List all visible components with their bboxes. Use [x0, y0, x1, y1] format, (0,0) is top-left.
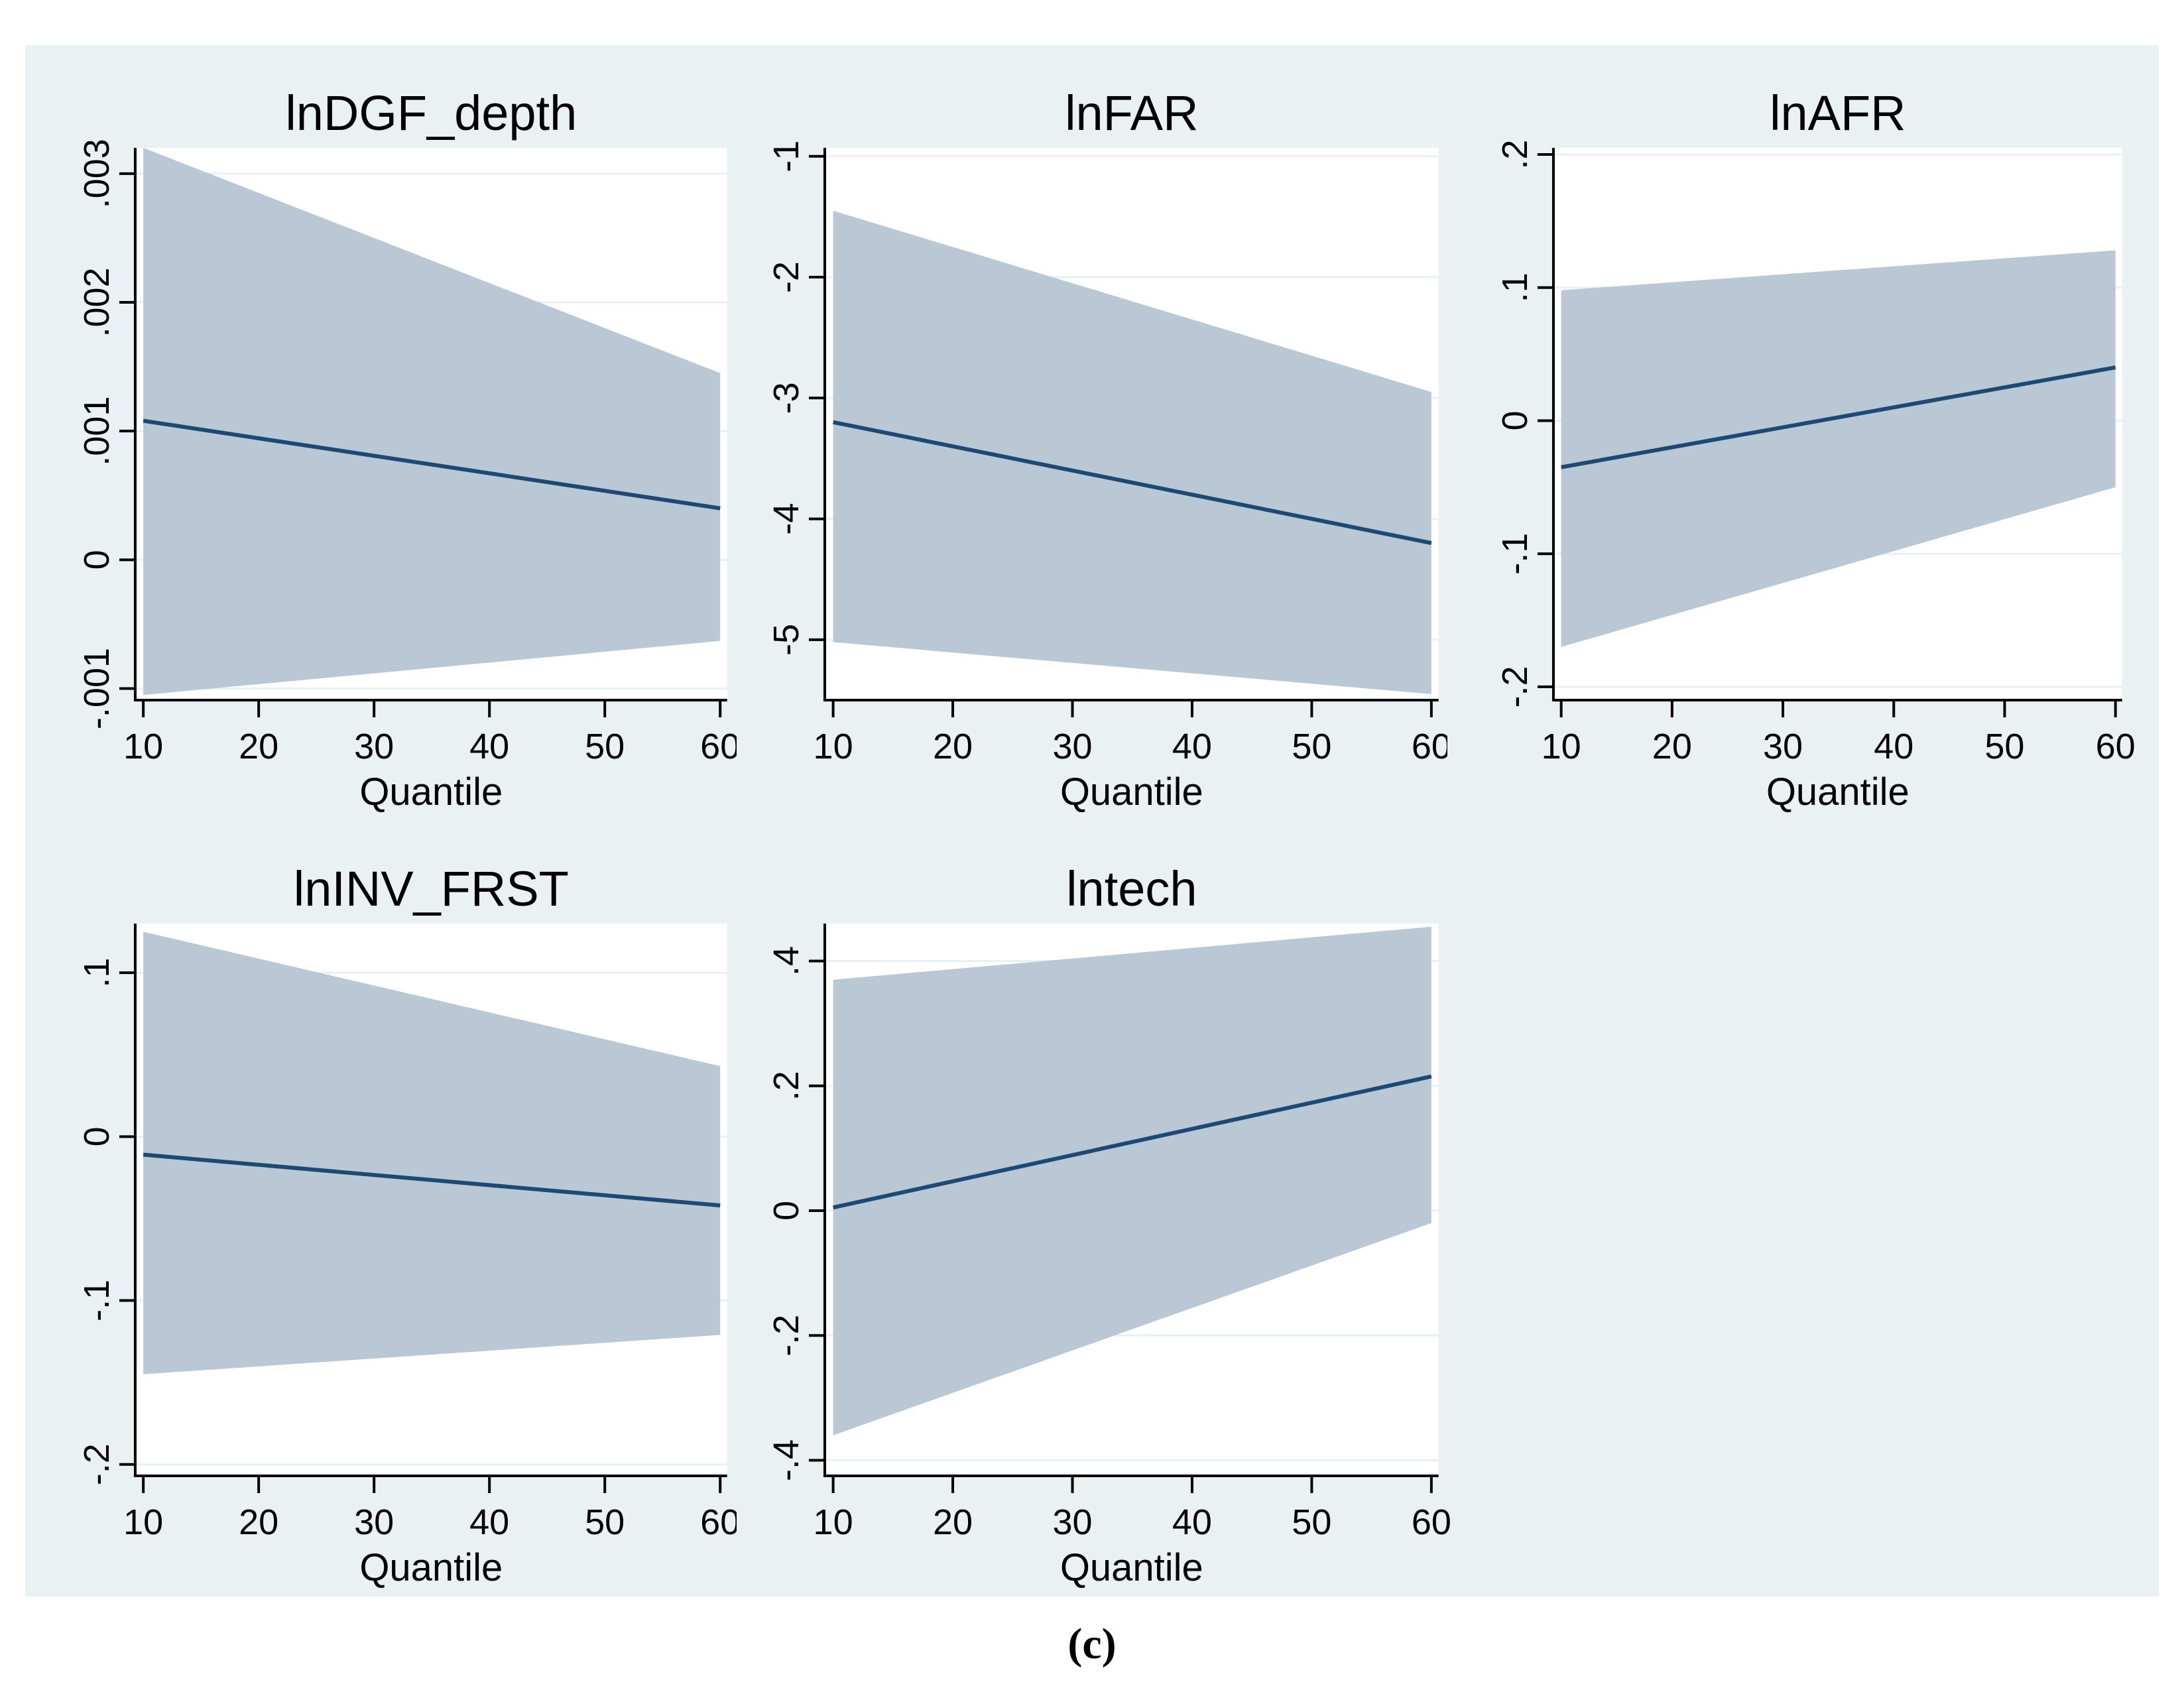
- x-axis-title: Quantile: [1060, 771, 1203, 814]
- empty-cell: [1447, 821, 2159, 1597]
- x-axis-title: Quantile: [359, 1547, 503, 1589]
- y-tick-label: -.2: [77, 1443, 117, 1485]
- coefficient-line: [1561, 365, 2116, 469]
- y-tick-label: -.2: [1495, 666, 1535, 707]
- y-tick-label: -3: [766, 382, 806, 414]
- y-tick-label: -5: [766, 624, 806, 656]
- y-tick-label: 0: [1495, 410, 1535, 430]
- y-tick-label: -4: [766, 503, 806, 535]
- subplot-lntech: -.4 -.2 0 .2 .4 10 20 30 40 50 60 Quantile lntech: [737, 821, 1451, 1597]
- coefficient-line: [143, 418, 721, 511]
- chart-lndgf-depth: -.001 0 .001 .002 .003 10 20 30 40 50 60 Quantile ln…: [77, 86, 737, 814]
- y-tick-label: -.4: [766, 1439, 806, 1481]
- x-tick-label: 40: [469, 1502, 509, 1542]
- y-tick-label: .1: [77, 958, 117, 988]
- x-tick-label: 20: [933, 727, 973, 766]
- y-tick-label: .4: [766, 946, 806, 976]
- subplot-lnafr: -.2 -.1 0 .1 .2 10 20 30 40 50 60 Quantile lnAFR: [1447, 45, 2159, 821]
- x-tick-label: 50: [1292, 727, 1331, 766]
- x-tick-label: 40: [469, 727, 509, 766]
- y-tick-label: 0: [77, 550, 117, 570]
- y-tick-label: -.2: [766, 1315, 806, 1357]
- x-tick-label: 30: [354, 1502, 394, 1542]
- coefficient-line: [832, 420, 1432, 545]
- y-tick-label: .2: [766, 1071, 806, 1101]
- y-tick-label: .003: [77, 139, 117, 208]
- subplot-title: lnINV_FRST: [294, 861, 569, 916]
- x-axis-title: Quantile: [359, 771, 503, 814]
- subplot-grid: -.001 0 .001 .002 .003 10 20 30 40 50 60 Quantile ln…: [25, 45, 2159, 1597]
- y-tick-label: .001: [77, 396, 117, 466]
- x-tick-label: 30: [1052, 1502, 1092, 1542]
- x-tick-label: 20: [239, 1502, 278, 1542]
- x-axis-title: Quantile: [1060, 1547, 1203, 1589]
- x-tick-label: 10: [813, 727, 853, 766]
- subplot-lndgf-depth: -.001 0 .001 .002 .003 10 20 30 40 50 60 Quantile ln…: [25, 45, 737, 821]
- x-tick-label: 30: [1052, 727, 1092, 766]
- x-tick-label: 10: [123, 727, 163, 766]
- x-tick-label: 40: [1172, 1502, 1212, 1542]
- x-tick-label: 10: [123, 1502, 163, 1542]
- confidence-band: [1561, 250, 2116, 647]
- subplot-lnfar: -5 -4 -3 -2 -1 10 20 30 40 50 60 Quantile lnFAR: [737, 45, 1448, 821]
- x-tick-label: 50: [1292, 1502, 1331, 1542]
- x-tick-label: 50: [585, 1502, 625, 1542]
- x-tick-label: 50: [585, 727, 625, 766]
- y-tick-label: 0: [77, 1126, 117, 1146]
- confidence-band: [833, 210, 1431, 694]
- chart-lninv-frst: -.2 -.1 0 .1 10 20 30 40 50 60 Quantile lnINV_FRST: [77, 861, 737, 1589]
- figure-caption: (c): [1067, 1620, 1117, 1668]
- subplot-lninv-frst: -.2 -.1 0 .1 10 20 30 40 50 60 Quantile lnINV_FRST: [25, 821, 737, 1597]
- chart-lnafr: -.2 -.1 0 .1 .2 10 20 30 40 50 60 Quantile lnAFR: [1495, 86, 2136, 814]
- coefficient-line: [143, 1152, 721, 1208]
- x-tick-label: 20: [933, 1502, 973, 1542]
- y-tick-label: -.001: [77, 648, 117, 729]
- confidence-band: [833, 926, 1431, 1435]
- x-tick-label: 10: [813, 1502, 853, 1542]
- x-tick-label: 30: [1763, 727, 1803, 766]
- x-tick-label: 40: [1172, 727, 1212, 766]
- x-axis-title: Quantile: [1766, 771, 1910, 814]
- coefficient-line: [832, 1074, 1432, 1210]
- x-tick-label: 40: [1874, 727, 1914, 766]
- y-tick-label: -1: [766, 141, 806, 172]
- chart-lnfar: -5 -4 -3 -2 -1 10 20 30 40 50 60 Quantile lnFAR: [766, 86, 1448, 814]
- x-tick-label: 60: [700, 1502, 736, 1542]
- x-tick-label: 10: [1542, 727, 1581, 766]
- x-tick-label: 20: [239, 727, 278, 766]
- y-tick-label: .2: [1495, 140, 1535, 170]
- subplot-title: lntech: [1066, 861, 1197, 916]
- x-tick-label: 50: [1985, 727, 2025, 766]
- plot-panel: -.001 0 .001 .002 .003 10 20 30 40 50 60 Quantile ln…: [25, 45, 2159, 1597]
- x-tick-label: 60: [2096, 727, 2136, 766]
- y-tick-label: .002: [77, 267, 117, 337]
- y-tick-label: .1: [1495, 272, 1535, 302]
- subplot-title: lnAFR: [1770, 86, 1906, 141]
- confidence-band: [143, 148, 721, 695]
- x-tick-label: 20: [1652, 727, 1692, 766]
- y-tick-label: -.1: [1495, 533, 1535, 575]
- y-tick-label: -2: [766, 261, 806, 293]
- subplot-title: lnFAR: [1065, 86, 1198, 141]
- subplot-title: lnDGF_depth: [285, 86, 577, 141]
- x-tick-label: 60: [1411, 727, 1447, 766]
- x-tick-label: 30: [354, 727, 394, 766]
- x-tick-label: 60: [700, 727, 736, 766]
- y-tick-label: 0: [766, 1201, 806, 1221]
- x-tick-label: 60: [1411, 1502, 1451, 1542]
- confidence-band: [143, 932, 721, 1374]
- y-tick-label: -.1: [77, 1280, 117, 1321]
- chart-lntech: -.4 -.2 0 .2 .4 10 20 30 40 50 60 Quantile lntech: [766, 861, 1451, 1589]
